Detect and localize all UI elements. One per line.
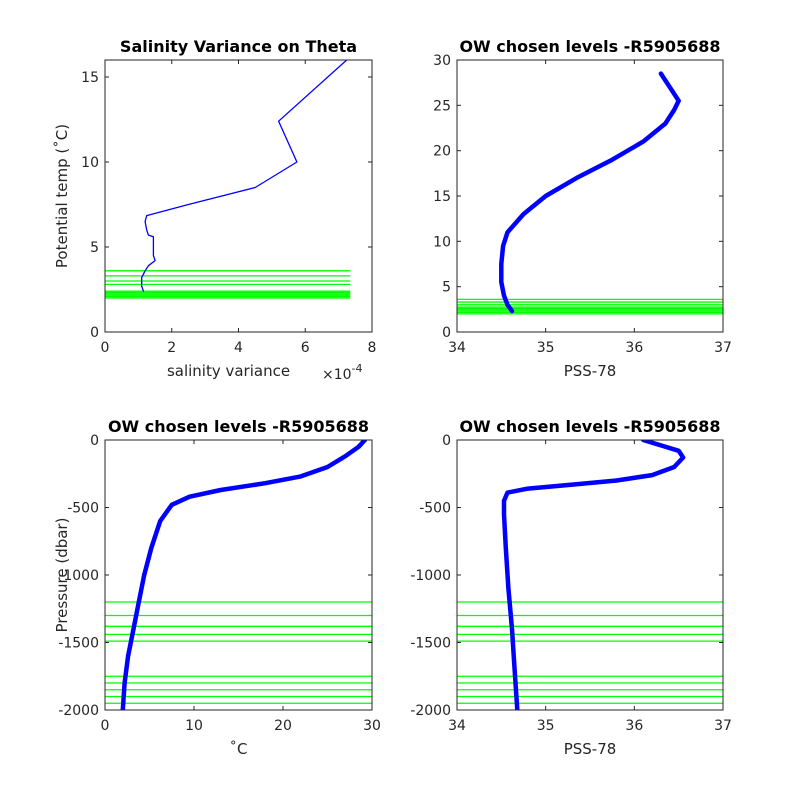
x-tick-label: 4	[234, 340, 243, 356]
y-tick-label: 10	[81, 155, 99, 171]
x-tick-label: 37	[714, 718, 732, 734]
y-tick-label: 25	[433, 98, 451, 114]
y-tick-label: -1000	[410, 568, 451, 584]
y-tick-label: 30	[433, 53, 451, 69]
x-tick-label: 36	[625, 340, 643, 356]
subplot-4: 34 35 36 37 -2000 -1500 -1000 -500 0 OW chosen le…	[410, 417, 732, 758]
y-tick-label: 0	[442, 325, 451, 341]
y-tick-label: 5	[90, 240, 99, 256]
y-tick-label: 20	[433, 144, 451, 160]
x-axis-label: PSS-78	[564, 740, 617, 758]
x-tick-label: 0	[101, 340, 110, 356]
y-tick-label: -2000	[58, 703, 99, 719]
y-tick-label: 15	[81, 70, 99, 86]
chart-title: OW chosen levels -R5905688	[108, 417, 369, 436]
plot-area	[105, 440, 372, 710]
x-tick-label: 35	[537, 340, 555, 356]
x-axis-label: PSS-78	[564, 362, 617, 380]
axes-frame	[456, 59, 724, 333]
y-tick-label: -1500	[410, 636, 451, 652]
x-tick-label: 10	[185, 718, 203, 734]
x-exponent-label: ×10-4	[322, 362, 363, 383]
chart-title: OW chosen levels -R5905688	[459, 37, 720, 56]
y-tick-label: -2000	[410, 703, 451, 719]
y-tick-label: 15	[433, 189, 451, 205]
x-tick-label: 34	[448, 340, 466, 356]
y-tick-label: 0	[442, 433, 451, 449]
axes-frame	[456, 439, 724, 711]
y-tick-label: 10	[433, 234, 451, 250]
plot-area	[105, 60, 351, 299]
x-tick-label: 2	[167, 340, 176, 356]
x-tick-label: 36	[625, 718, 643, 734]
y-tick-label: 0	[90, 325, 99, 341]
series-line-1	[120, 440, 368, 710]
subplot-1: 0 2 4 6 8 0 5 10 15 Salinity Variance on Theta sal…	[53, 37, 376, 383]
series-line-1	[499, 71, 681, 314]
y-tick-label: 5	[442, 280, 451, 296]
exponent-power: -4	[352, 362, 363, 375]
plot-area	[457, 440, 723, 710]
y-tick-label: -500	[419, 501, 451, 517]
x-tick-label: 20	[274, 718, 292, 734]
subplot-2: 34 35 36 37 0 5 10 15 20 25 30 OW chosen levels -R5…	[433, 37, 732, 380]
y-tick-label: -500	[67, 501, 99, 517]
plot-area	[457, 71, 723, 315]
chart-title: Salinity Variance on Theta	[120, 37, 357, 56]
x-tick-label: 0	[101, 718, 110, 734]
y-axis-label: Pressure (dbar)	[53, 518, 71, 633]
y-tick-label: -1000	[58, 568, 99, 584]
x-axis-label: salinity variance	[167, 362, 290, 380]
x-tick-label: 30	[363, 718, 381, 734]
x-tick-label: 6	[301, 340, 310, 356]
exponent-base: ×10	[322, 367, 352, 383]
x-tick-label: 37	[714, 340, 732, 356]
x-tick-label: 8	[368, 340, 377, 356]
x-tick-label: 34	[448, 718, 466, 734]
x-axis-label: ˚C	[230, 740, 248, 758]
x-tick-label: 35	[537, 718, 555, 734]
subplot-3: 0 10 20 30 -2000 -1500 -1000 -500 0 OW chosen lev…	[53, 417, 381, 758]
y-tick-label: 0	[90, 433, 99, 449]
y-axis-label: Potential temp (˚C)	[53, 124, 71, 268]
chart-title: OW chosen levels -R5905688	[459, 417, 720, 436]
y-tick-label: -1500	[58, 636, 99, 652]
series-line-1	[501, 440, 686, 710]
series-line-1	[141, 60, 348, 292]
